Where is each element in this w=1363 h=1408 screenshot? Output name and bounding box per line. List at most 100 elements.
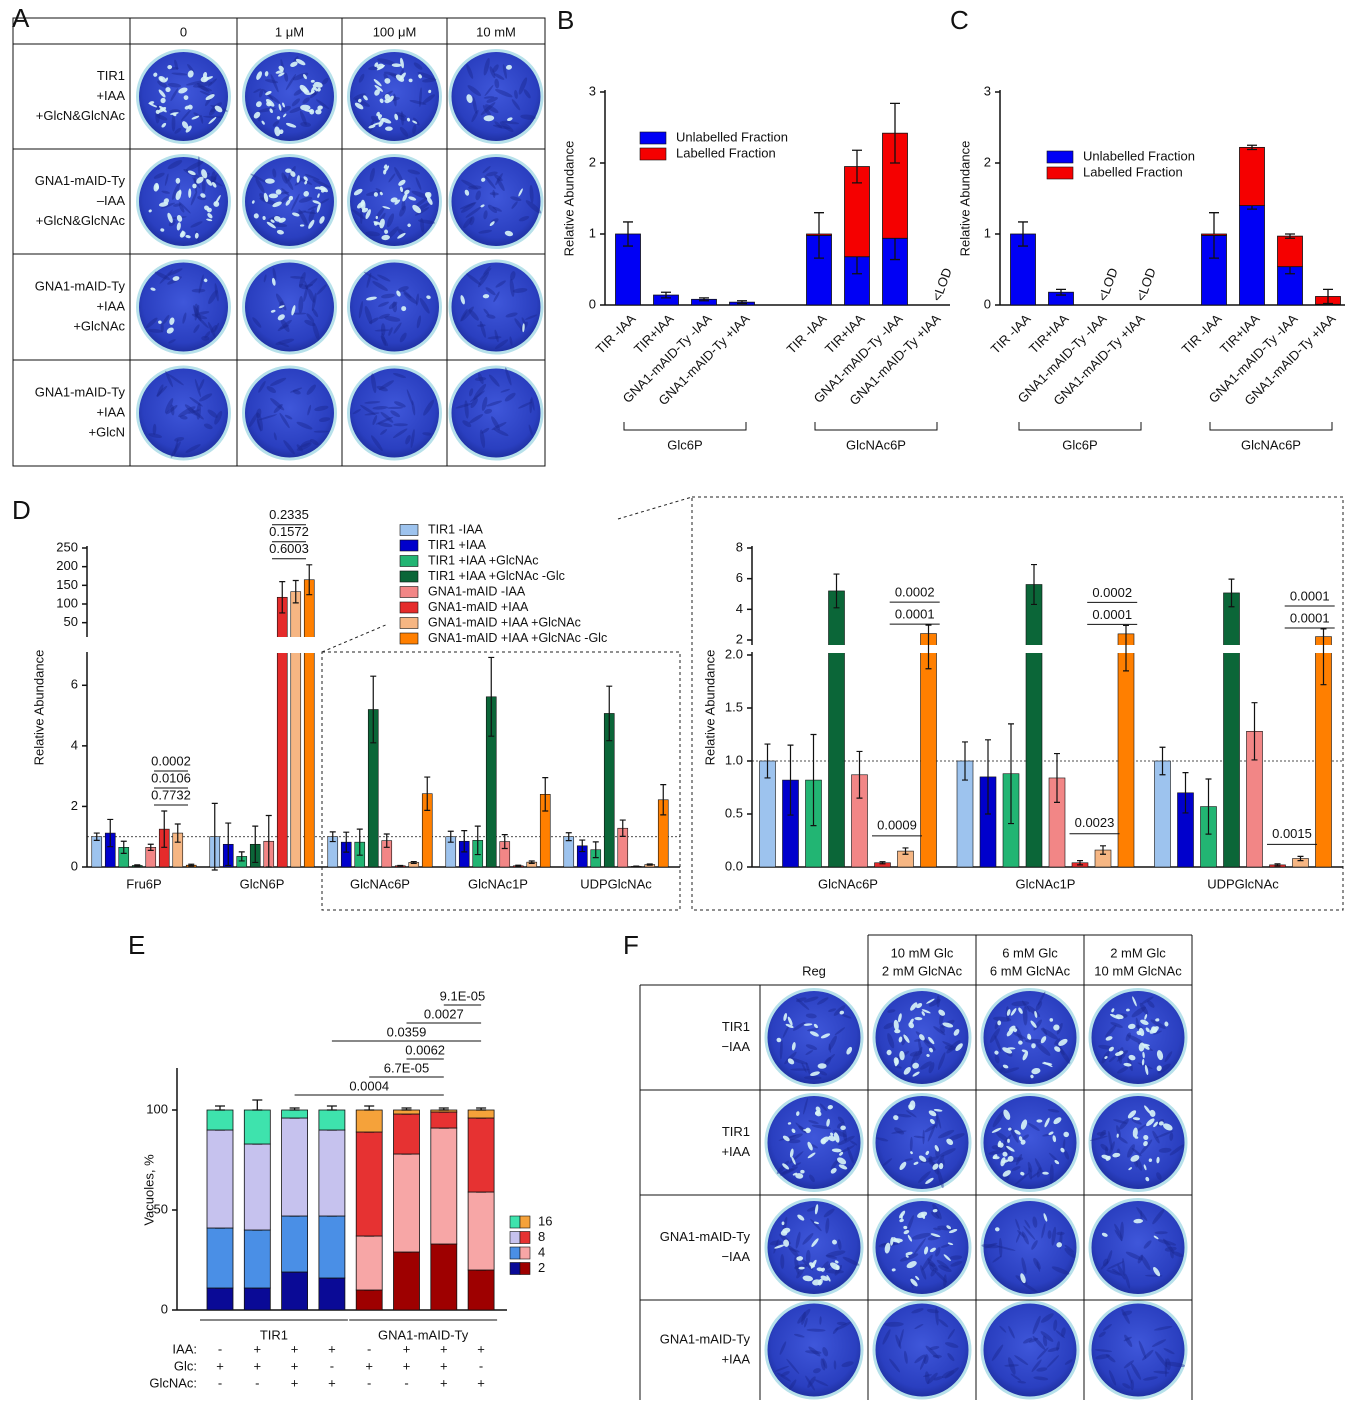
y-tick-label: 100: [56, 595, 78, 610]
row-label: −IAA: [721, 1249, 750, 1264]
plate-well: [1090, 990, 1186, 1086]
row-label: +GlcN&GlcNAc: [36, 213, 126, 228]
column-header: 100 μM: [373, 24, 417, 39]
condition-value: +: [216, 1358, 224, 1373]
plate-well: [138, 261, 230, 353]
y-tick-label: 150: [56, 577, 78, 592]
legend-swatch: [400, 540, 418, 551]
plate-well: [138, 51, 230, 143]
plate: [981, 1200, 1078, 1296]
column-header: 10 mM: [476, 24, 516, 39]
y-tick-label: 6: [71, 677, 78, 692]
x-tick-label: TIR -IAA: [1179, 311, 1225, 357]
row-label: +GlcN: [89, 424, 125, 439]
p-value: 0.2335: [269, 507, 309, 522]
comparison-label: 0.0004: [349, 1078, 389, 1093]
y-tick-label: 0: [71, 858, 78, 873]
legend-swatch: [400, 587, 418, 598]
y-tick-label: 8: [736, 539, 743, 554]
condition-value: +: [254, 1341, 262, 1356]
legend-swatch: [400, 602, 418, 613]
bar-segment: [356, 1132, 382, 1236]
x-tick-label: UDPGlcNAc: [1207, 876, 1279, 891]
plate: [349, 51, 441, 143]
y-axis-title: Relative Abundance: [561, 141, 576, 257]
condition-value: -: [404, 1375, 408, 1390]
legend-label: TIR1 +IAA +GlcNAc: [428, 553, 538, 567]
plate: [138, 367, 230, 459]
row-label: +IAA: [721, 1144, 750, 1159]
p-value: 0.0001: [895, 607, 935, 622]
comparison-label: 6.7E-05: [384, 1060, 430, 1075]
legend-swatch: [520, 1216, 530, 1228]
plate: [450, 156, 543, 248]
lod-label: <LOD: [1133, 266, 1159, 303]
y-tick-label: 1.0: [725, 752, 743, 767]
plate-well: [766, 990, 862, 1086]
plate-well: [874, 1095, 970, 1191]
p-value: 0.0002: [1092, 585, 1132, 600]
plate: [138, 156, 230, 248]
legend-swatch: [1047, 167, 1073, 179]
page: {"panel_a": {"letter": "A", "columns": […: [0, 0, 1363, 1408]
error-bar: [397, 865, 403, 866]
y-tick-label: 0.0: [725, 858, 743, 873]
legend-label: Labelled Fraction: [1083, 164, 1183, 179]
bar-segment: [468, 1192, 494, 1270]
y-tick-label: 0: [589, 296, 596, 311]
error-bar: [215, 1106, 225, 1110]
group-label: GNA1-mAID-Ty: [378, 1327, 469, 1342]
legend-swatch: [640, 148, 666, 160]
condition-value: +: [477, 1375, 485, 1390]
group-bracket: [624, 422, 746, 430]
plaque: [269, 193, 278, 198]
y-axis-title: Vacuoles, %: [141, 1154, 156, 1226]
y-tick-label: 2: [589, 154, 596, 169]
bar-segment: [282, 1118, 308, 1216]
bar-segment: [1278, 236, 1303, 267]
condition-value: -: [367, 1375, 371, 1390]
x-tick-label: TIR -IAA: [988, 311, 1034, 357]
row-label: +GlcNAc: [73, 318, 125, 333]
plate: [982, 1095, 1078, 1191]
column-header: 2 mM Glc: [1110, 945, 1166, 960]
plate: [874, 1095, 970, 1191]
y-tick-label: 1: [589, 225, 596, 240]
plate: [244, 156, 336, 248]
plate: [138, 261, 230, 353]
row-label: GNA1-mAID-Ty: [35, 278, 126, 293]
plate: [349, 156, 441, 248]
condition-value: +: [440, 1341, 448, 1356]
condition-label: GlcNAc:: [149, 1375, 197, 1390]
plate-well: [244, 51, 336, 143]
condition-value: -: [367, 1341, 371, 1356]
row-label: +IAA: [96, 298, 125, 313]
legend-label: TIR1 -IAA: [428, 522, 484, 536]
panel-letter: D: [12, 495, 31, 525]
plate: [244, 51, 336, 143]
legend-swatch: [520, 1263, 530, 1275]
bar-segment: [1240, 147, 1265, 205]
legend-label: Unlabelled Fraction: [1083, 148, 1195, 163]
condition-value: +: [365, 1358, 373, 1373]
row-label: GNA1-mAID-Ty: [660, 1331, 751, 1346]
legend-swatch: [510, 1216, 520, 1228]
y-tick-label: 2: [736, 631, 743, 646]
legend-label: GNA1-mAID +IAA: [428, 600, 529, 614]
condition-value: +: [291, 1341, 299, 1356]
y-tick-label: 4: [736, 601, 743, 616]
p-value: 0.6003: [269, 541, 309, 556]
legend-swatch: [520, 1247, 530, 1259]
legend-label: 4: [538, 1244, 545, 1259]
row-label: +IAA: [721, 1351, 750, 1366]
bar-segment: [394, 1114, 420, 1154]
condition-value: +: [328, 1375, 336, 1390]
plate-texture: [1165, 1358, 1167, 1377]
group-label: Glc6P: [667, 437, 702, 452]
x-tick-label: TIR -IAA: [784, 311, 830, 357]
condition-label: IAA:: [172, 1341, 197, 1356]
legend-swatch: [510, 1247, 520, 1259]
x-tick-label: UDPGlcNAc: [580, 876, 652, 891]
bar-segment: [431, 1128, 457, 1244]
bar-segment: [207, 1288, 233, 1310]
